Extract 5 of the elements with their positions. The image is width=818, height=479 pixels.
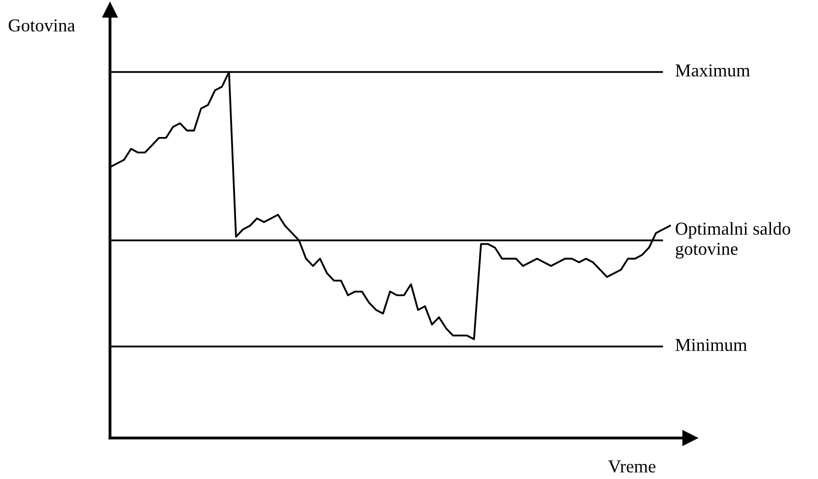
y-axis-title: Gotovina	[8, 19, 75, 32]
ref-line-label: Minimum	[676, 338, 747, 352]
ref-line-label: Optimalni saldo gotovine	[676, 222, 790, 259]
ref-line-label: Maximum	[676, 64, 750, 77]
x-axis-title: Vreme	[608, 460, 656, 473]
